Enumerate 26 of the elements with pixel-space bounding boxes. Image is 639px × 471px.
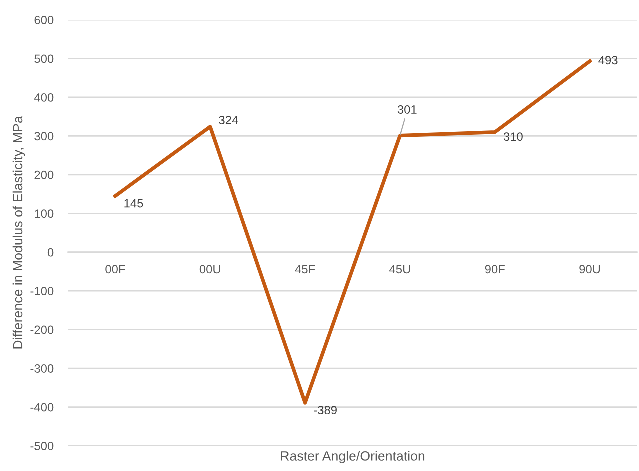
- data-label: -389: [314, 406, 337, 415]
- data-label: 301: [398, 106, 417, 114]
- x-tick-label: 90F: [485, 265, 505, 274]
- y-tick-label: -500: [30, 442, 54, 450]
- x-tick-label: 00F: [106, 265, 126, 274]
- x-axis-title: Raster Angle/Orientation: [281, 451, 425, 464]
- data-label: 310: [504, 132, 523, 142]
- y-tick-label: 0: [48, 248, 54, 257]
- y-tick-label: 200: [34, 170, 54, 180]
- data-label: 145: [124, 199, 144, 208]
- y-tick-label: 500: [34, 54, 54, 64]
- x-tick-label: 90U: [580, 265, 600, 274]
- y-tick-label: 300: [34, 132, 54, 141]
- y-tick-label: 600: [34, 16, 54, 24]
- x-tick-label: 00U: [200, 265, 220, 274]
- y-tick-label: -200: [30, 326, 54, 334]
- y-tick-label: 400: [34, 93, 54, 102]
- x-tick-label: 45U: [390, 265, 410, 274]
- data-label: 493: [598, 56, 618, 65]
- y-tick-label: -100: [30, 287, 54, 296]
- data-label: 324: [219, 116, 238, 125]
- y-axis-title: Difference in Modulus of Elasticity, MPa: [12, 116, 26, 349]
- y-tick-label: 100: [35, 210, 54, 218]
- y-tick-label: -400: [30, 403, 54, 412]
- y-tick-label: -300: [30, 364, 54, 373]
- x-tick-label: 45F: [295, 265, 316, 274]
